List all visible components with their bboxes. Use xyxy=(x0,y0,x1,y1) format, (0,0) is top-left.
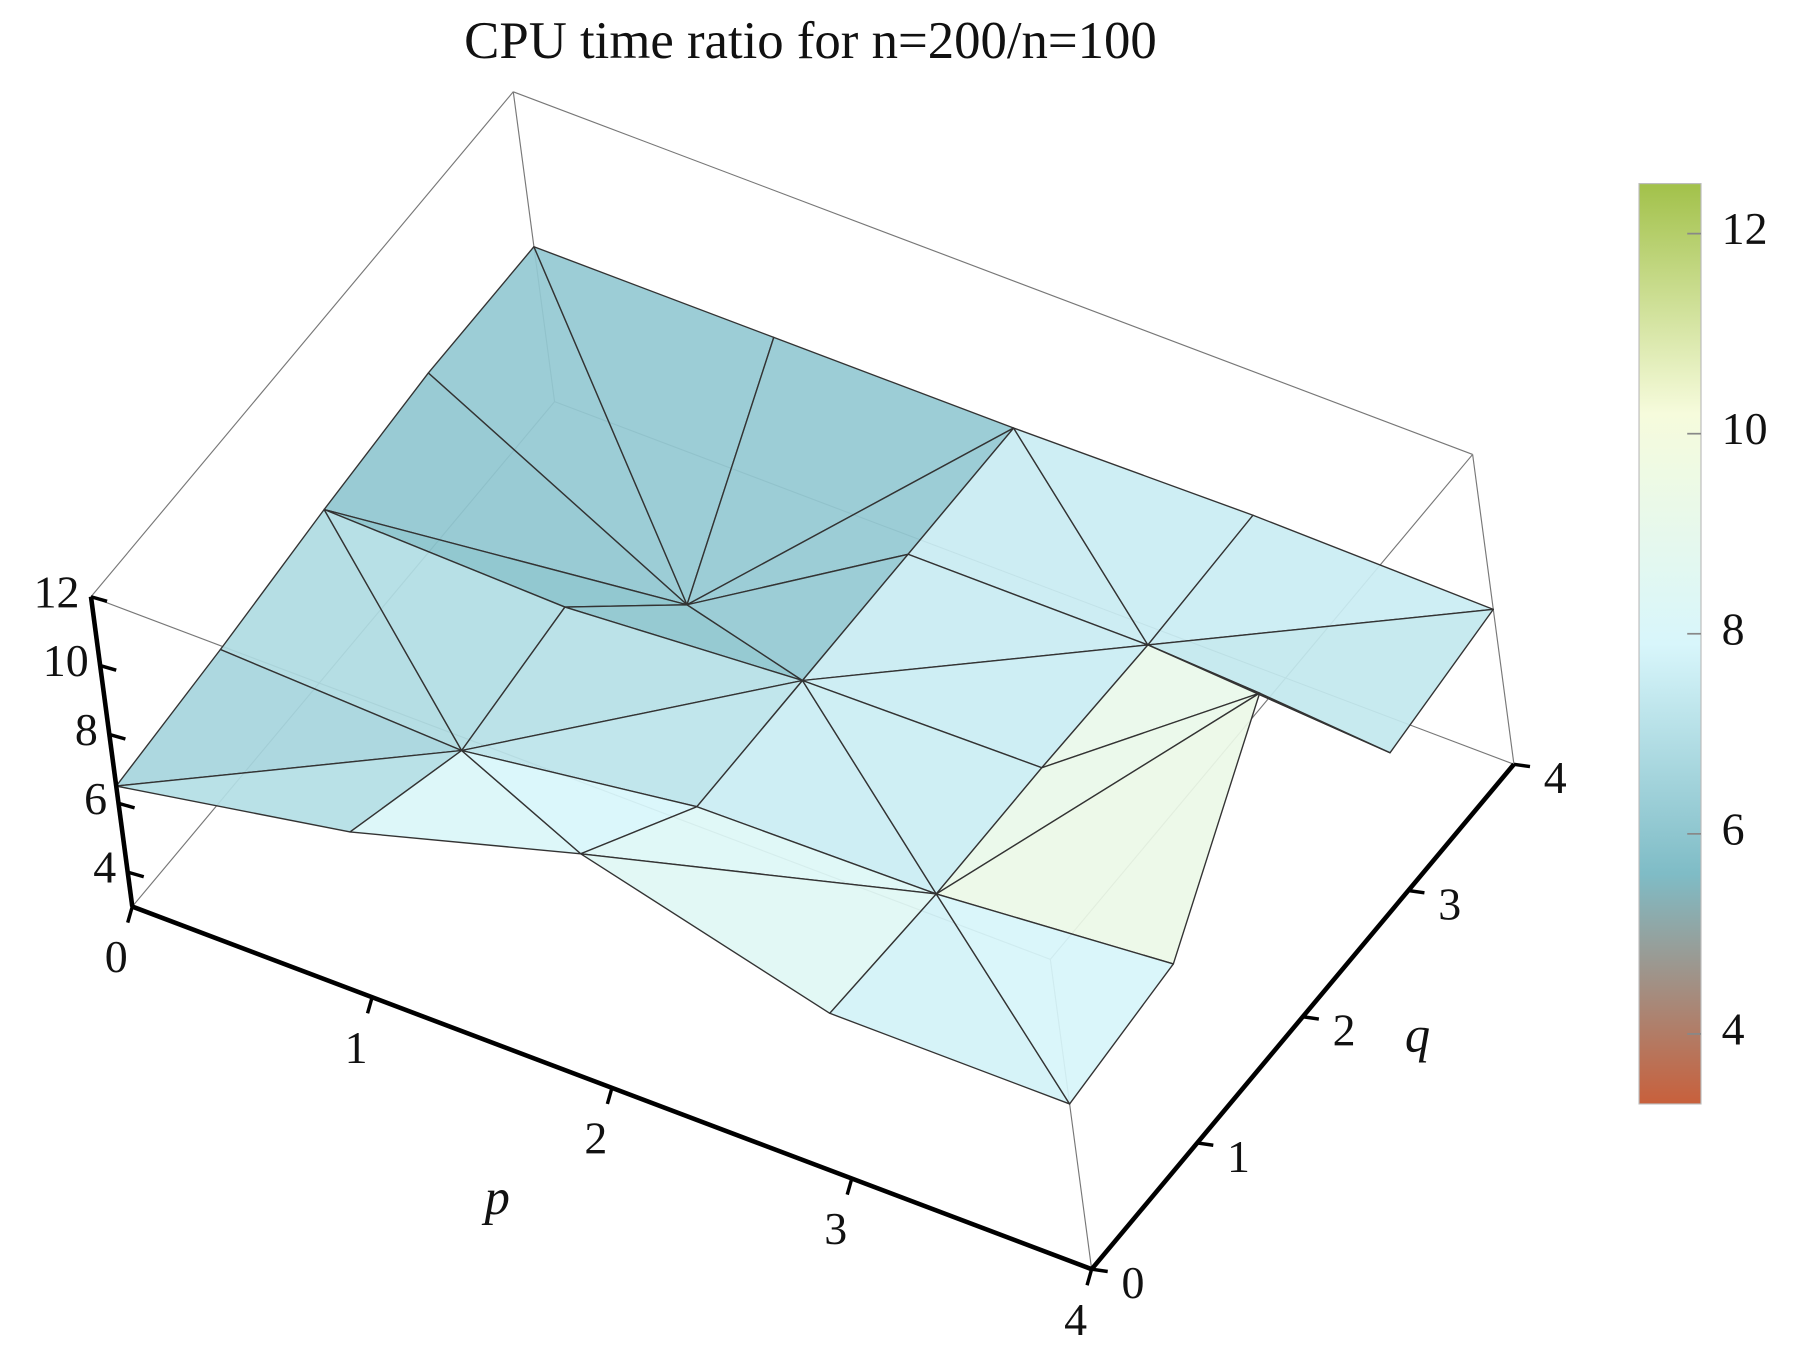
y-tick-label: 4 xyxy=(1544,752,1567,803)
colorbar-scale xyxy=(1638,183,1702,1105)
y-tick-label: 3 xyxy=(1438,878,1461,929)
surface-facet xyxy=(1147,644,1391,754)
box-edge xyxy=(90,91,514,598)
surface xyxy=(115,246,1494,1105)
y-tick xyxy=(1091,1267,1108,1274)
y-tick xyxy=(1196,1141,1214,1147)
y-tick-label: 1 xyxy=(1227,1131,1250,1182)
chart-title: CPU time ratio for n=200/n=100 xyxy=(464,12,1157,70)
y-tick-label: 2 xyxy=(1333,1005,1356,1056)
z-tick xyxy=(127,870,145,879)
z-tick xyxy=(99,663,117,672)
y-tick xyxy=(1513,762,1531,769)
y-tick xyxy=(1408,888,1425,895)
z-tick-label: 4 xyxy=(93,842,116,893)
x-axis-title: p xyxy=(482,1169,510,1225)
z-tick-label: 6 xyxy=(84,773,107,824)
colorbar-tick-label: 10 xyxy=(1722,403,1768,454)
colorbar-tick-label: 4 xyxy=(1722,1003,1745,1054)
x-tick xyxy=(605,1087,614,1105)
colorbar-tick-label: 12 xyxy=(1722,203,1768,254)
colorbar-tick-label: 8 xyxy=(1722,603,1745,654)
x-tick-label: 0 xyxy=(105,931,128,982)
x-tick xyxy=(845,1178,854,1196)
x-tick xyxy=(365,996,374,1014)
x-tick xyxy=(126,906,134,924)
colorbar-tick-label: 6 xyxy=(1722,803,1745,854)
z-tick xyxy=(118,801,136,810)
y-axis-title: q xyxy=(1405,1006,1430,1062)
z-tick-label: 12 xyxy=(34,566,80,617)
z-tick-label: 10 xyxy=(43,635,89,686)
x-tick-label: 2 xyxy=(584,1112,607,1163)
box-edge xyxy=(513,91,1473,455)
x-tick-label: 1 xyxy=(345,1022,368,1073)
z-tick-label: 8 xyxy=(75,704,98,755)
x-tick xyxy=(1085,1268,1094,1286)
y-tick xyxy=(1302,1015,1320,1021)
z-tick xyxy=(90,595,108,603)
z-tick xyxy=(108,732,126,741)
x-tick-label: 3 xyxy=(824,1203,847,1254)
y-tick-label: 0 xyxy=(1121,1257,1144,1308)
x-tick-label: 4 xyxy=(1064,1294,1087,1345)
colorbar: 4 6 8 10 12 xyxy=(1638,183,1768,1105)
surface-facet xyxy=(935,893,1175,1105)
axis-line xyxy=(88,596,135,907)
